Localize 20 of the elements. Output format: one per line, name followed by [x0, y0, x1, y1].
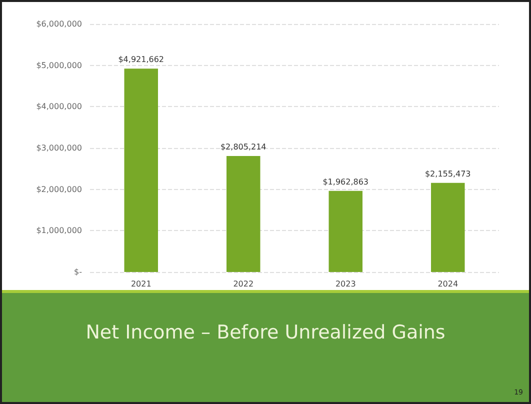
- y-tick-label: $-: [74, 268, 82, 276]
- bar: [328, 190, 362, 272]
- y-tick-label: $3,000,000: [36, 144, 82, 152]
- text: Net Income – Before Unrealized Gains: [86, 322, 446, 344]
- bar: [431, 182, 465, 272]
- data-label: $2,155,473: [424, 169, 471, 178]
- x-tick-label: 2023: [335, 280, 356, 288]
- data-label: $1,962,863: [322, 177, 369, 186]
- y-tick-label: $2,000,000: [36, 184, 82, 194]
- y-tick-label: $1,000,000: [36, 226, 82, 236]
- y-tick-label: $6,000,000: [36, 20, 82, 28]
- bar: [226, 156, 260, 272]
- bar: [124, 68, 158, 272]
- y-tick-label: $4,000,000: [36, 102, 82, 112]
- data-label: $2,805,214: [220, 142, 266, 152]
- data-label: $4,921,662: [118, 55, 164, 64]
- x-tick-label: 2021: [130, 280, 152, 288]
- x-tick-label: 2024: [438, 280, 458, 288]
- x-tick-label: 2022: [233, 280, 254, 288]
- y-tick-label: $5,000,000: [36, 60, 82, 70]
